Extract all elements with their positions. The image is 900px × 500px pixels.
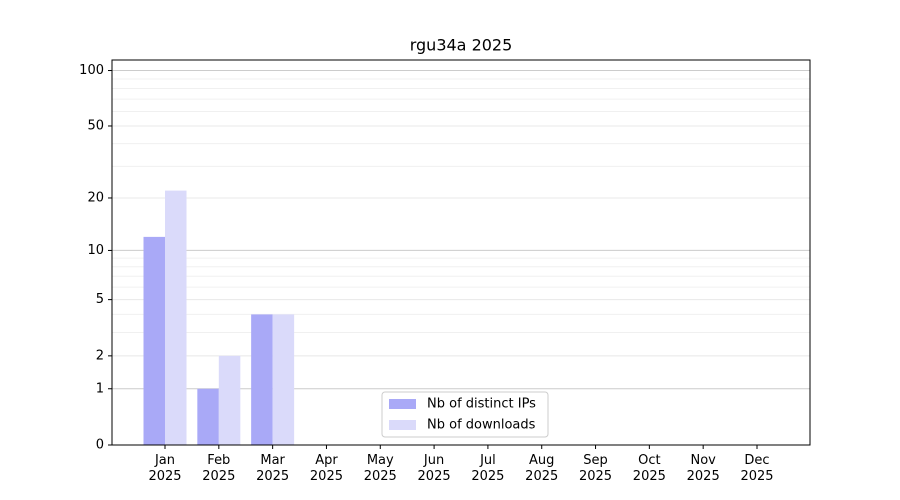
y-tick-label: 1 (96, 381, 104, 396)
y-tick-label: 0 (96, 438, 104, 453)
bar (143, 236, 166, 445)
x-tick-label: Apr 2025 (309, 453, 343, 484)
legend-frame (381, 391, 549, 438)
x-tick-label: May 2025 (363, 453, 397, 484)
legend-swatch (389, 399, 416, 409)
x-tick-label: Aug 2025 (525, 453, 559, 484)
bar (218, 355, 241, 445)
x-tick-label: Mar 2025 (256, 453, 290, 484)
y-tick-label: 10 (87, 243, 104, 258)
legend: Nb of distinct IPs Nb of downloads (381, 391, 549, 438)
bar (251, 314, 273, 445)
y-tick-label: 20 (87, 190, 104, 205)
legend-label: Nb of distinct IPs (427, 397, 536, 412)
bar (165, 190, 187, 445)
y-tick-label: 5 (96, 292, 104, 307)
x-tick-label: Oct 2025 (632, 453, 666, 484)
y-tick-label: 100 (79, 63, 104, 78)
x-tick-label: Sep 2025 (578, 453, 613, 484)
legend-swatch (389, 420, 416, 430)
y-tick-label: 2 (96, 348, 104, 363)
x-tick-label: Feb 2025 (202, 453, 236, 484)
y-tick-label: 50 (87, 118, 104, 133)
x-tick-label: Jan 2025 (148, 453, 182, 484)
x-tick-label: Nov 2025 (686, 453, 720, 484)
x-tick-label: Jul 2025 (471, 453, 505, 484)
bar (197, 388, 219, 445)
plot-frame (111, 59, 811, 446)
x-tick-label: Jun 2025 (417, 453, 451, 484)
chart-title: rgu34a 2025 (410, 36, 513, 55)
legend-label: Nb of downloads (427, 418, 536, 433)
bar (272, 314, 295, 445)
x-tick-label: Dec 2025 (740, 453, 774, 484)
